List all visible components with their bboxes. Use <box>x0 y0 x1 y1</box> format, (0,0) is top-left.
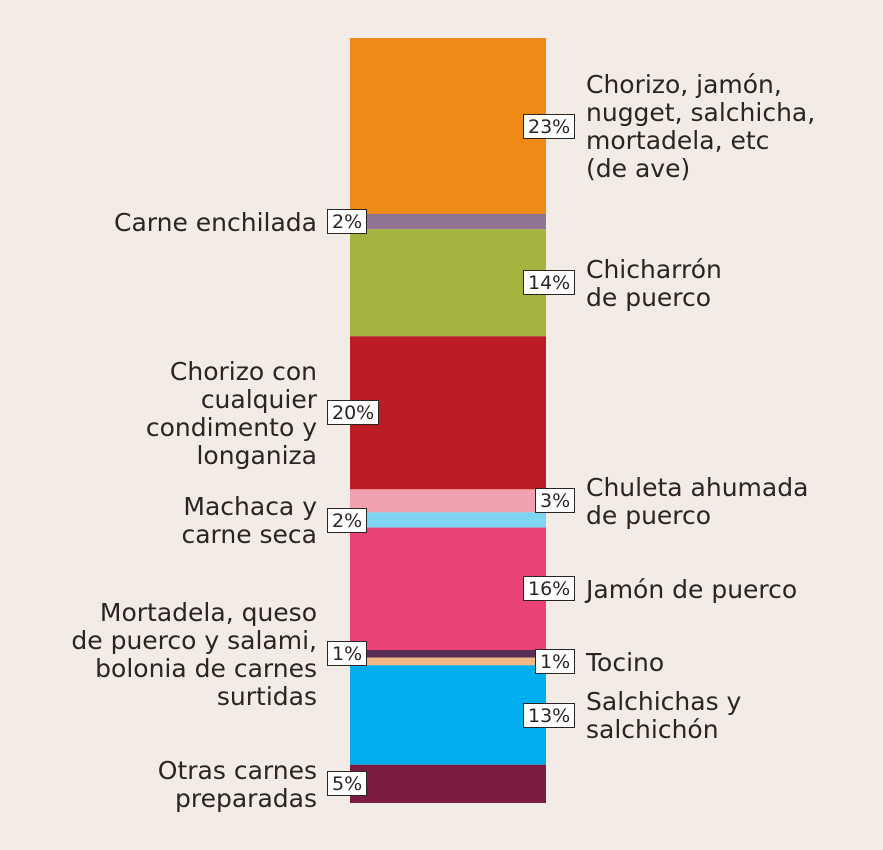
bar-segment <box>350 336 546 490</box>
category-label: Chuleta ahumada de puerco <box>586 472 809 530</box>
data-label: 13% <box>523 702 576 728</box>
bar-segment <box>350 229 546 337</box>
category-label: Chicharrón de puerco <box>586 254 722 312</box>
bar-segment <box>350 657 546 666</box>
data-label: 14% <box>523 270 576 296</box>
category-label: Mortadela, queso de puerco y salami, bol… <box>71 597 317 711</box>
data-label: 5% <box>327 771 368 797</box>
bar-segment <box>350 489 546 513</box>
category-label: Jamón de puerco <box>586 574 798 604</box>
data-label: 16% <box>523 576 576 602</box>
category-label: Chorizo, jamón, nugget, salchicha, morta… <box>586 70 816 183</box>
bar-segment <box>350 512 546 528</box>
data-label: 2% <box>327 507 368 533</box>
data-label: 20% <box>327 400 380 426</box>
category-label: Chorizo con cualquier condimento y longa… <box>145 356 317 470</box>
data-label: 1% <box>535 649 576 674</box>
data-label: 23% <box>523 113 576 139</box>
bar-segment <box>350 527 546 650</box>
category-label: Salchichas y salchichón <box>586 687 742 744</box>
data-label: 3% <box>535 488 576 514</box>
bar-segment <box>350 213 546 230</box>
data-label: 2% <box>327 209 368 235</box>
category-label: Tocino <box>586 647 665 677</box>
category-label: Carne enchilada <box>113 207 317 237</box>
bar-segment <box>350 38 546 214</box>
category-label: Machaca y carne seca <box>181 492 317 549</box>
category-label: Otras carnes preparadas <box>157 755 317 813</box>
bar-segment <box>350 665 546 765</box>
data-label: 1% <box>327 641 368 667</box>
bar-segment <box>350 650 546 658</box>
bar-segment <box>350 764 546 803</box>
